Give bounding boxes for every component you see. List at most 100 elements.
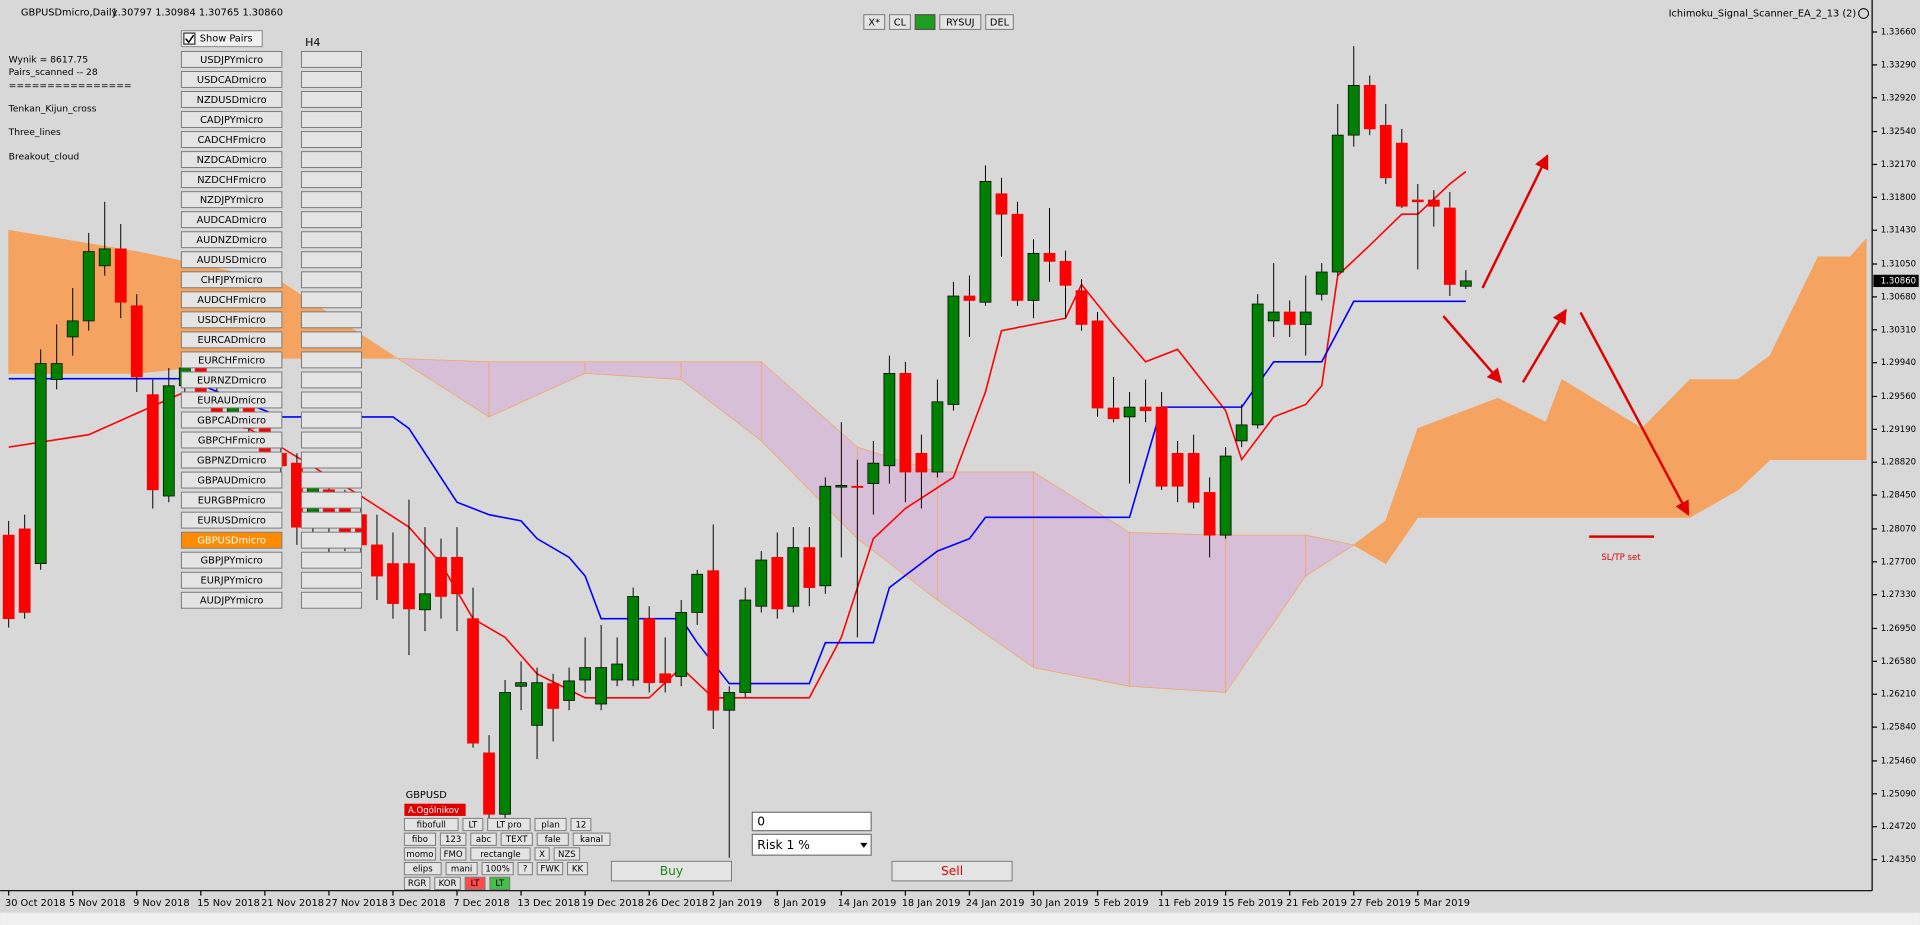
toolbar-button-label[interactable]: X* (868, 18, 880, 29)
tool-button[interactable] (567, 862, 588, 876)
pair-button-label[interactable]: EURUSDmicro (197, 516, 266, 527)
pair-signal-button[interactable] (300, 471, 362, 489)
pair-button[interactable] (180, 211, 283, 229)
tool-button[interactable] (439, 832, 467, 846)
tool-button[interactable] (470, 832, 497, 846)
pair-button[interactable] (180, 451, 283, 469)
tool-button-label[interactable]: fale (545, 835, 561, 845)
tool-button-label[interactable]: NZS (558, 850, 576, 860)
risk-select[interactable] (751, 833, 872, 856)
pair-button[interactable] (180, 351, 283, 369)
tool-button-label[interactable]: 123 (445, 835, 461, 845)
tool-button[interactable] (403, 817, 459, 832)
pair-button-label[interactable]: GBPAUDmicro (197, 475, 265, 486)
tool-button-label[interactable]: abc (476, 835, 492, 845)
pair-button-label[interactable]: CHFJPYmicro (201, 275, 263, 286)
pair-signal-button[interactable] (300, 111, 362, 128)
pair-signal-button[interactable] (300, 131, 362, 149)
tool-button[interactable] (464, 876, 486, 890)
pair-button-label[interactable]: EURCADmicro (198, 335, 266, 346)
tool-button[interactable] (489, 876, 511, 890)
pair-signal-button[interactable] (300, 91, 362, 108)
pair-button[interactable] (180, 391, 283, 409)
pair-button[interactable] (180, 411, 283, 429)
show-pairs-box[interactable] (180, 30, 263, 48)
tool-button-label[interactable]: kanal (580, 835, 603, 845)
pair-signal-button[interactable] (300, 591, 362, 609)
tool-button-label[interactable]: KK (572, 865, 584, 875)
tool-button[interactable] (403, 876, 431, 890)
tool-button[interactable] (462, 817, 484, 832)
tool-button-label[interactable]: fibofull (417, 820, 446, 830)
tool-button-label[interactable]: momo (406, 850, 433, 860)
pair-signal-button[interactable] (300, 411, 362, 429)
pair-button-label[interactable]: AUDJPYmicro (200, 596, 263, 607)
pair-button[interactable] (180, 231, 283, 249)
pair-signal-button[interactable] (300, 451, 362, 469)
tool-button[interactable] (572, 832, 611, 846)
pair-signal-button[interactable] (300, 391, 362, 409)
tool-button-label[interactable]: rectangle (480, 850, 520, 860)
tool-button-label[interactable]: FMO (444, 850, 463, 860)
tool-button-label[interactable]: LT (471, 879, 481, 889)
toolbar-button[interactable] (889, 14, 911, 30)
pair-button[interactable] (180, 151, 283, 169)
toolbar-button-label[interactable]: RYSUJ (946, 18, 974, 29)
pair-button[interactable] (180, 70, 283, 88)
pair-button[interactable] (180, 311, 283, 329)
pair-button-label[interactable]: EURNZDmicro (197, 375, 266, 386)
pair-button-label[interactable]: EURCHFmicro (198, 355, 265, 366)
toolbar-button-label[interactable]: CL (894, 18, 907, 29)
tool-button[interactable] (403, 862, 442, 876)
pair-button-label[interactable]: USDCADmicro (197, 75, 266, 86)
tool-button[interactable] (553, 847, 581, 861)
tool-button-label[interactable]: elips (413, 865, 433, 875)
pair-button-label[interactable]: EURAUDmicro (197, 395, 266, 406)
tool-button-label[interactable]: X (539, 850, 545, 860)
pair-button-label[interactable]: EURJPYmicro (201, 576, 263, 587)
pair-button[interactable] (180, 331, 283, 349)
tool-button-label[interactable]: LT (495, 879, 505, 889)
pair-signal-button[interactable] (300, 311, 362, 329)
pair-button-label[interactable]: NZDCADmicro (197, 155, 267, 166)
pair-signal-button[interactable] (300, 491, 362, 509)
tool-button[interactable] (570, 817, 592, 832)
tool-button[interactable] (445, 862, 478, 876)
tool-button[interactable] (534, 847, 550, 861)
select-arrow[interactable] (860, 842, 868, 848)
pair-button[interactable] (180, 591, 283, 609)
tool-button[interactable] (534, 817, 567, 832)
pair-signal-button[interactable] (300, 511, 362, 529)
pair-button-label[interactable]: AUDCHFmicro (197, 295, 266, 306)
tool-button[interactable] (403, 847, 436, 861)
pair-signal-button[interactable] (300, 351, 362, 369)
sell-button[interactable] (891, 860, 1013, 882)
pair-button[interactable] (180, 531, 283, 549)
pair-button[interactable] (180, 50, 283, 68)
pair-button[interactable] (180, 91, 283, 108)
tool-button-label[interactable]: mani (451, 865, 472, 875)
pair-signal-button[interactable] (300, 431, 362, 449)
lots-input[interactable] (751, 811, 872, 832)
tool-button[interactable] (536, 862, 564, 876)
pair-button-label[interactable]: GBPUSDmicro (197, 536, 266, 547)
pair-button-label[interactable]: AUDUSDmicro (197, 255, 267, 266)
toolbar-toggle[interactable] (914, 14, 936, 31)
pair-button[interactable] (180, 111, 283, 128)
tool-button-label[interactable]: FWK (540, 865, 559, 875)
pair-signal-button[interactable] (300, 371, 362, 389)
tool-button[interactable] (536, 832, 569, 846)
pair-signal-button[interactable] (300, 291, 362, 309)
tool-button-label[interactable]: plan (541, 820, 560, 830)
pair-button[interactable] (180, 491, 283, 509)
pair-button-label[interactable]: USDCHFmicro (198, 315, 266, 326)
pair-signal-button[interactable] (300, 551, 362, 569)
tool-button-label[interactable]: LT pro (496, 820, 522, 830)
tool-button[interactable] (487, 817, 531, 832)
tool-button-label[interactable]: fibo (412, 835, 428, 845)
pair-button-label[interactable]: GBPNZDmicro (197, 455, 266, 466)
pair-button-label[interactable]: CADJPYmicro (200, 115, 263, 126)
tool-button-label[interactable]: RGR (408, 879, 427, 889)
tool-button[interactable] (500, 832, 533, 846)
checkbox[interactable] (183, 32, 196, 45)
